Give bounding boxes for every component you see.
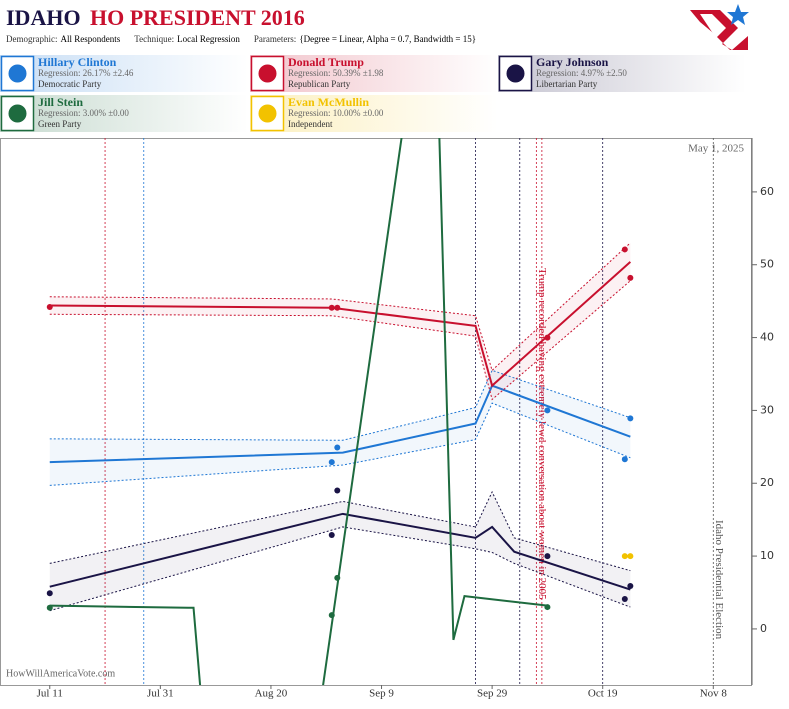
title-state: IDAHO [6, 5, 81, 30]
poll-dot [46, 590, 53, 597]
x-tick-label: Oct 19 [588, 688, 618, 700]
param-label: Demographic: [6, 34, 57, 44]
legend-name: Gary Johnson [536, 55, 609, 69]
legend-emblem [8, 104, 27, 123]
band-edge [49, 280, 631, 401]
x-tick-label: Aug 20 [255, 688, 288, 700]
plot-area: Trump recorded having extremely lewd con… [46, 138, 725, 685]
band-edge [49, 369, 631, 441]
poll-dot [334, 487, 341, 494]
legend-regression: Regression: 3.00% ±0.00 [38, 108, 129, 118]
y-tick-label: 60 [760, 185, 774, 198]
poll-dot [334, 444, 341, 451]
legend-emblem [258, 104, 277, 123]
legend-card [0, 95, 248, 132]
poll-dot [46, 604, 53, 611]
legend-emblem [506, 64, 525, 83]
x-tick-label: Jul 31 [147, 688, 174, 700]
poll-dot [328, 531, 335, 538]
poll-dot [46, 303, 53, 310]
poll-dot [544, 553, 551, 560]
legend-name: Jill Stein [38, 95, 83, 109]
band-edge [49, 526, 631, 612]
logo [690, 4, 749, 50]
legend-party: Democratic Party [38, 79, 102, 89]
legend-regression: Regression: 10.00% ±0.00 [288, 108, 384, 118]
poll-dot [621, 596, 628, 603]
regression-line [49, 512, 631, 591]
y-tick-label: 40 [760, 331, 774, 344]
param-label: Parameters: [254, 34, 296, 44]
poll-dot [334, 574, 341, 581]
legend-card [250, 95, 498, 132]
legend-emblem [8, 64, 27, 83]
poll-dot [621, 246, 628, 253]
legend-card [0, 55, 248, 92]
date-stamp: May 1, 2025 [688, 143, 744, 155]
y-tick-label: 20 [760, 476, 774, 489]
poll-dot [544, 407, 551, 414]
poll-dot [328, 612, 335, 619]
param-value: {Degree = Linear, Alpha = 0.7, Bandwidth… [299, 34, 476, 44]
legend-regression: Regression: 26.17% ±2.46 [38, 68, 134, 78]
x-tick-label: Jul 11 [37, 688, 63, 700]
source: HowWillAmericaVote.com [6, 668, 115, 679]
y-tick-label: 30 [760, 403, 774, 416]
x-tick-label: Sep 9 [369, 688, 394, 700]
regression-line [49, 384, 631, 464]
legend-party: Libertarian Party [536, 79, 598, 89]
legend-card [250, 55, 498, 92]
legend-party: Independent [288, 119, 333, 129]
poll-dot [328, 459, 335, 466]
legend-emblem [258, 64, 277, 83]
poll-dot [544, 604, 551, 611]
legend-name: Evan McMullin [288, 95, 369, 109]
band-edge [49, 402, 631, 486]
legend-regression: Regression: 50.39% ±1.98 [288, 68, 384, 78]
poll-dot [627, 274, 634, 281]
legend-party: Green Party [38, 119, 82, 129]
poll-dot [627, 582, 634, 589]
title-rest: HO PRESIDENT 2016 [90, 5, 305, 30]
poll-dot [627, 415, 634, 422]
x-tick-label: Nov 8 [700, 688, 728, 700]
legend-name: Donald Trump [288, 55, 364, 69]
regression-line [49, 261, 632, 388]
x-tick-label: Sep 29 [477, 688, 508, 700]
poll-dot [627, 553, 634, 560]
y-tick-label: 0 [760, 622, 767, 635]
poll-dot [621, 456, 628, 463]
poll-dot [334, 304, 341, 311]
param-value: All Respondents [60, 34, 120, 44]
band-fill [49, 491, 631, 611]
band-edge [49, 242, 631, 372]
legend-party: Republican Party [288, 79, 351, 89]
event-label: Idaho Presidential Election [713, 520, 725, 640]
legend-name: Hillary Clinton [38, 55, 117, 69]
band-edge [49, 490, 631, 572]
poll-dot [328, 304, 335, 311]
regression-line [49, 138, 548, 685]
legend-regression: Regression: 4.97% ±2.50 [536, 68, 627, 78]
param-label: Technique: [134, 34, 174, 44]
poll-dot [544, 334, 551, 341]
poll-dot [621, 553, 628, 560]
y-tick-label: 10 [760, 549, 774, 562]
param-value: Local Regression [177, 34, 240, 44]
legend-card [498, 55, 746, 92]
y-tick-label: 50 [760, 258, 774, 271]
